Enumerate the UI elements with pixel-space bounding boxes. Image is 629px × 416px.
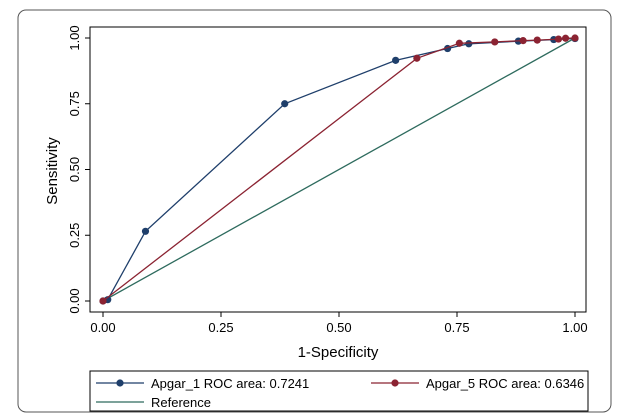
y-tick-label: 0.75	[67, 91, 82, 116]
x-tick-label: 0.25	[208, 320, 233, 335]
y-tick-label: 1.00	[67, 25, 82, 50]
legend-entry: Reference	[96, 395, 211, 410]
data-point	[571, 34, 579, 42]
data-point	[141, 227, 150, 235]
legend-label: Apgar_5 ROC area: 0.6346	[426, 376, 584, 391]
data-point	[561, 34, 570, 42]
x-tick-label: 0.00	[90, 320, 115, 335]
legend-swatch-marker	[391, 379, 399, 387]
y-tick-label: 0.25	[67, 223, 82, 248]
legend-swatch-marker	[116, 379, 124, 387]
data-point	[455, 39, 463, 47]
data-point	[99, 297, 107, 305]
x-tick-label: 0.50	[326, 320, 351, 335]
series-reference	[102, 37, 576, 302]
data-point	[554, 35, 563, 43]
series-apgar-5	[99, 34, 579, 305]
x-axis-title: 1-Specificity	[298, 344, 379, 361]
y-tick-label: 0.00	[67, 288, 82, 313]
legend-label: Apgar_1 ROC area: 0.7241	[151, 376, 309, 391]
data-point	[533, 36, 541, 44]
series-line	[102, 37, 576, 302]
data-point	[465, 40, 473, 48]
data-point	[281, 100, 289, 108]
data-point	[413, 54, 421, 62]
legend-box	[89, 370, 589, 412]
y-tick-label: 0.50	[67, 157, 82, 182]
legend-label: Reference	[151, 395, 211, 410]
x-tick-label: 0.75	[444, 320, 469, 335]
axes: 0.00 0.25 0.50 0.75 1.00 0.00 0.25 0.50 0.75 1.00	[67, 25, 588, 335]
data-point	[392, 56, 400, 64]
x-tick-label: 1.00	[562, 320, 587, 335]
legend-entry: Apgar_5 ROC area: 0.6346	[371, 376, 584, 391]
y-axis-title: Sensitivity	[44, 137, 61, 205]
series-layer	[99, 34, 579, 305]
data-point	[491, 38, 499, 46]
legend-entry: Apgar_1 ROC area: 0.7241	[96, 376, 309, 391]
legend: Apgar_1 ROC area: 0.7241 Apgar_5 ROC area…	[89, 370, 589, 412]
data-point	[519, 37, 527, 45]
